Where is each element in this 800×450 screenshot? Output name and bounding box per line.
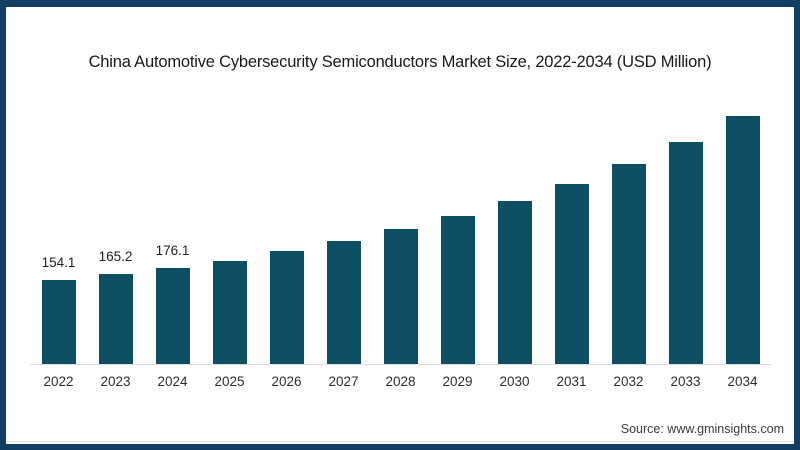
bar (497, 200, 532, 364)
bar-column (201, 260, 258, 364)
bar-column: 176.1 (144, 243, 201, 364)
bar (326, 241, 361, 364)
x-axis-label: 2027 (328, 374, 359, 389)
bar-value-label: 176.1 (155, 242, 190, 258)
x-axis-row: 2022 2023 2024 2025 2026 2027 2028 2029 2030 2031… (30, 365, 771, 389)
bar-column (600, 163, 657, 364)
bar-value-label: 165.2 (98, 248, 133, 264)
bar-column (429, 216, 486, 364)
bars-row: 154.1 165.2 176.1 (30, 110, 771, 365)
bar-column (372, 229, 429, 364)
x-axis-label: 2032 (613, 374, 644, 389)
x-axis-label: 2031 (556, 374, 587, 389)
x-axis-label: 2034 (727, 374, 758, 389)
bar (668, 141, 703, 364)
x-axis-label: 2025 (214, 374, 245, 389)
x-axis-label: 2022 (43, 374, 74, 389)
bar-column (258, 251, 315, 364)
x-axis-label: 2029 (442, 374, 473, 389)
bar (269, 251, 304, 364)
bar (611, 163, 646, 364)
footer-divider (6, 441, 794, 442)
bar (440, 216, 475, 364)
bar (725, 116, 760, 364)
bar (155, 267, 190, 364)
bar (383, 229, 418, 364)
bar (212, 260, 247, 364)
x-axis-label: 2033 (670, 374, 701, 389)
bar-column (486, 200, 543, 364)
x-axis-label: 2030 (499, 374, 530, 389)
bar-chart: 154.1 165.2 176.1 2022 2023 2024 2025 2026 2027… (30, 110, 771, 389)
bar (41, 279, 76, 364)
bar-column: 165.2 (87, 249, 144, 364)
x-axis-label: 2026 (271, 374, 302, 389)
bar (554, 183, 589, 364)
source-text: Source: www.gminsights.com (620, 422, 784, 436)
bar-column (657, 141, 714, 364)
x-axis-label: 2028 (385, 374, 416, 389)
bar-column: 154.1 (30, 255, 87, 364)
x-axis-label: 2023 (100, 374, 131, 389)
bar (98, 273, 133, 364)
x-axis-label: 2024 (157, 374, 188, 389)
bar-column (543, 183, 600, 364)
bar-value-label: 154.1 (41, 254, 76, 270)
chart-title: China Automotive Cybersecurity Semicondu… (88, 53, 712, 71)
bar-column (714, 116, 771, 364)
bar-column (315, 241, 372, 364)
